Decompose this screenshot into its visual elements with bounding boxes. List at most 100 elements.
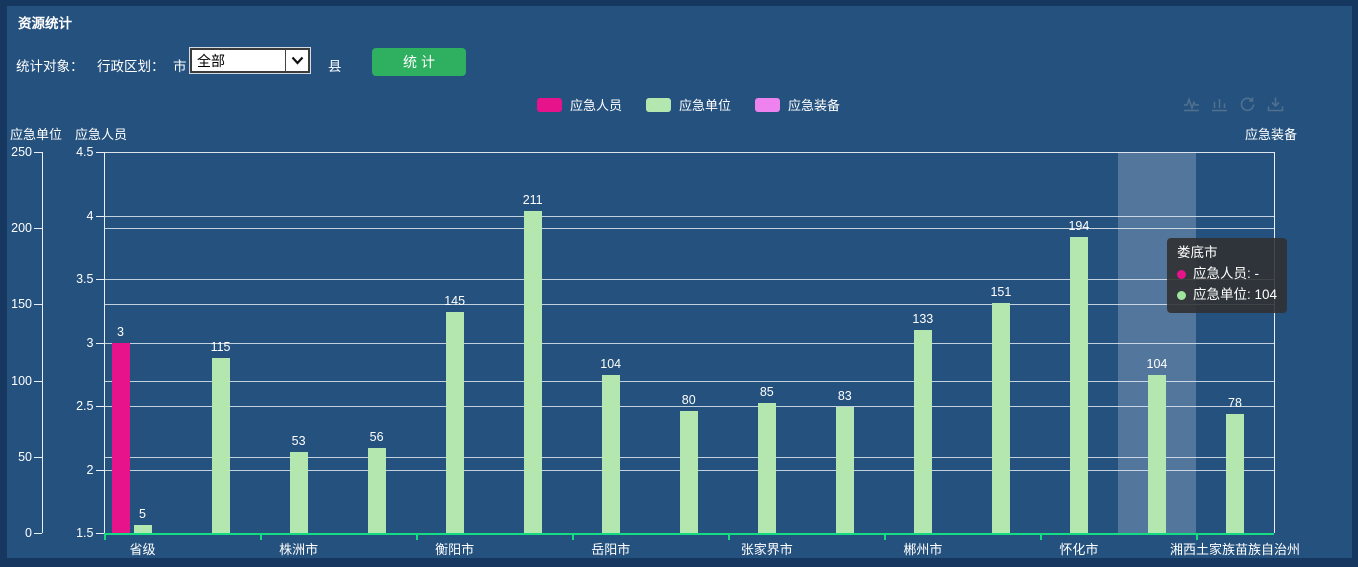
y-axis-line-personnel	[103, 152, 105, 533]
stat-object-label: 统计对象：	[16, 59, 84, 74]
y-axis-tick	[95, 406, 104, 407]
grid-line	[103, 228, 1274, 230]
y-axis-tick	[95, 469, 104, 471]
bar-value-label: 85	[759, 385, 774, 400]
bar-emergency-units[interactable]	[133, 525, 152, 533]
legend-marker-icon	[645, 97, 671, 112]
bar-emergency-personnel[interactable]	[111, 342, 130, 533]
y-axis-tick-label: 2.5	[76, 399, 94, 413]
x-axis-tick	[727, 533, 730, 540]
bar-emergency-units[interactable]	[1147, 374, 1166, 533]
grid-line	[103, 380, 1274, 382]
y-axis-tick-label: 150	[11, 297, 32, 312]
download-icon[interactable]	[1267, 96, 1284, 113]
y-axis-tick-label: 100	[11, 373, 32, 388]
grid-line	[103, 152, 1274, 153]
x-axis-tick	[1195, 533, 1198, 540]
y-axis-name-units: 应急单位	[9, 127, 62, 142]
y-axis-name-equipment: 应急装备	[1244, 127, 1297, 142]
bar-emergency-units[interactable]	[757, 403, 776, 533]
bar-value-label: 5	[139, 507, 146, 522]
bar-value-label: 211	[522, 193, 543, 208]
bar-emergency-units[interactable]	[445, 312, 464, 533]
x-axis-label: 株洲市	[279, 542, 319, 557]
x-axis-label: 衡阳市	[435, 542, 475, 557]
y-axis-tick	[95, 215, 104, 217]
y-axis-tick	[34, 304, 42, 306]
personnel-dot-icon	[1177, 269, 1186, 279]
y-axis-line-units	[42, 152, 43, 533]
chart-tooltip: 娄底市 应急人员: - 应急单位: 104	[1167, 238, 1288, 313]
legend-label: 应急人员	[569, 98, 622, 113]
bar-value-label: 145	[444, 294, 466, 309]
legend-item-equipment[interactable]: 应急装备	[755, 95, 840, 114]
legend-item-personnel[interactable]: 应急人员	[536, 95, 622, 114]
grid-line	[103, 342, 1274, 344]
bar-value-label: 83	[837, 388, 852, 403]
y-axis-tick-label: 250	[11, 145, 32, 159]
chart-legend: 应急人员 应急单位 应急装备	[103, 95, 1274, 114]
tooltip-row: 应急人员: -	[1177, 264, 1277, 285]
x-axis-label: 省级	[129, 542, 156, 557]
bar-emergency-units[interactable]	[211, 357, 230, 533]
y-axis-tick	[95, 533, 104, 534]
y-axis-tick	[34, 152, 42, 153]
y-axis-tick	[34, 456, 42, 458]
x-axis-label: 岳阳市	[591, 542, 631, 557]
x-axis-tick	[883, 533, 886, 540]
bar-emergency-units[interactable]	[523, 211, 542, 533]
x-axis-label: 怀化市	[1059, 542, 1099, 557]
page-title: 资源统计	[18, 16, 72, 31]
grid-line	[103, 215, 1274, 217]
x-axis-tick	[571, 533, 574, 540]
bar-emergency-units[interactable]	[601, 374, 620, 533]
bar-emergency-units[interactable]	[913, 330, 932, 533]
bar-emergency-units[interactable]	[835, 406, 854, 533]
x-axis-tick	[103, 533, 106, 540]
city-select[interactable]: 全部	[190, 48, 310, 73]
bar-value-label: 194	[1068, 219, 1090, 234]
y-axis-tick-label: 4.5	[76, 145, 94, 159]
bar-chart-icon[interactable]	[1211, 96, 1228, 113]
bar-value-label: 78	[1228, 396, 1242, 411]
legend-label: 应急单位	[678, 98, 731, 113]
line-chart-icon[interactable]	[1183, 96, 1200, 113]
y-axis-tick-label: 3	[86, 335, 94, 350]
y-axis-line-equipment	[1274, 152, 1275, 533]
grid-line	[103, 406, 1274, 407]
bar-value-label: 53	[291, 434, 306, 449]
chart-toolbox	[1183, 96, 1284, 113]
admin-division-label: 行政区划：	[97, 59, 165, 74]
bar-value-label: 3	[117, 324, 124, 339]
units-dot-icon	[1177, 290, 1186, 300]
y-axis-tick	[95, 342, 104, 344]
statistics-button[interactable]: 统计	[372, 48, 466, 76]
bar-emergency-units[interactable]	[367, 447, 386, 533]
x-axis-line	[103, 532, 1274, 535]
grid-line	[103, 279, 1274, 280]
bar-emergency-units[interactable]	[1069, 237, 1088, 533]
x-axis-label: 张家界市	[740, 542, 793, 557]
y-axis-tick-label: 3.5	[76, 272, 94, 286]
bar-value-label: 151	[990, 284, 1012, 299]
bar-value-label: 80	[681, 393, 696, 408]
bar-emergency-units[interactable]	[289, 452, 308, 533]
legend-item-units[interactable]: 应急单位	[645, 95, 731, 114]
bar-emergency-units[interactable]	[1225, 414, 1244, 533]
grid-line	[103, 304, 1274, 306]
y-axis-tick-label: 1.5	[76, 526, 94, 540]
x-axis-tick	[259, 533, 262, 540]
bar-emergency-units[interactable]	[679, 411, 698, 533]
y-axis-tick-label: 200	[11, 221, 32, 236]
chevron-down-icon[interactable]	[285, 50, 308, 71]
y-axis-tick-label: 0	[25, 526, 32, 540]
bar-emergency-units[interactable]	[991, 302, 1010, 533]
bar-value-label: 104	[600, 356, 622, 371]
y-axis-tick	[95, 152, 104, 153]
tooltip-title: 娄底市	[1177, 245, 1218, 260]
y-axis-tick	[34, 380, 42, 382]
y-axis-tick	[34, 533, 42, 534]
x-axis-label: 郴州市	[903, 542, 943, 557]
y-axis-tick	[34, 228, 42, 230]
restore-icon[interactable]	[1239, 96, 1256, 113]
